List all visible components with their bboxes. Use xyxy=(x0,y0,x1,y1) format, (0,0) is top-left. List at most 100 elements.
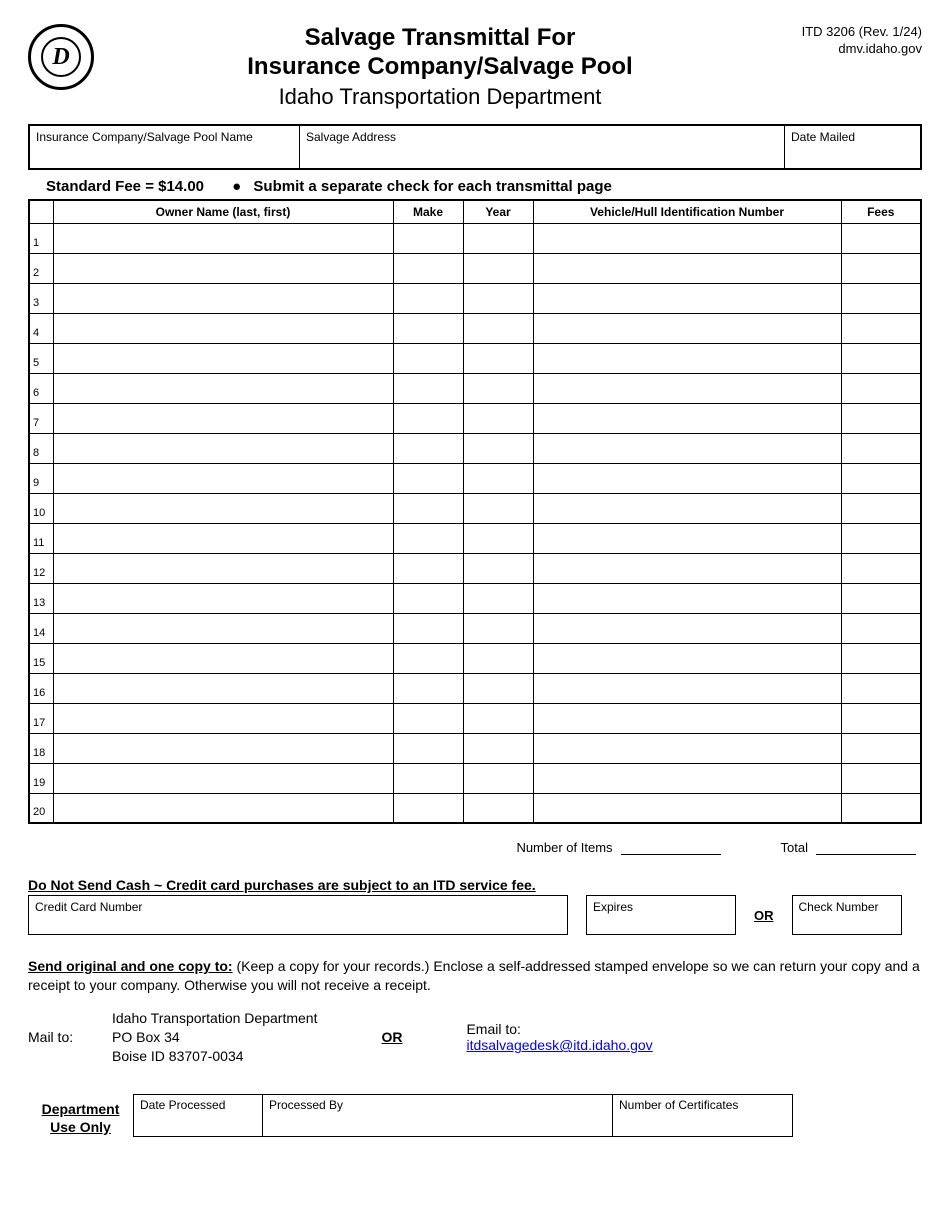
cell-make[interactable] xyxy=(393,373,463,403)
cell-year[interactable] xyxy=(463,343,533,373)
cell-make[interactable] xyxy=(393,223,463,253)
cell-owner[interactable] xyxy=(53,253,393,283)
cell-make[interactable] xyxy=(393,643,463,673)
cell-owner[interactable] xyxy=(53,343,393,373)
email-link[interactable]: itdsalvagedesk@itd.idaho.gov xyxy=(466,1037,652,1053)
cell-owner[interactable] xyxy=(53,493,393,523)
cell-owner[interactable] xyxy=(53,703,393,733)
cell-owner[interactable] xyxy=(53,523,393,553)
cell-owner[interactable] xyxy=(53,583,393,613)
company-name-field[interactable]: Insurance Company/Salvage Pool Name xyxy=(30,126,300,168)
cell-owner[interactable] xyxy=(53,643,393,673)
cell-fees[interactable] xyxy=(841,433,921,463)
cell-fees[interactable] xyxy=(841,343,921,373)
cell-make[interactable] xyxy=(393,523,463,553)
credit-card-field[interactable]: Credit Card Number xyxy=(28,895,568,935)
cell-vin[interactable] xyxy=(533,283,841,313)
cell-vin[interactable] xyxy=(533,643,841,673)
cell-vin[interactable] xyxy=(533,373,841,403)
expires-field[interactable]: Expires xyxy=(586,895,736,935)
cell-make[interactable] xyxy=(393,703,463,733)
cell-vin[interactable] xyxy=(533,223,841,253)
cell-vin[interactable] xyxy=(533,523,841,553)
check-number-field[interactable]: Check Number xyxy=(792,895,902,935)
cell-make[interactable] xyxy=(393,403,463,433)
cell-fees[interactable] xyxy=(841,643,921,673)
cell-make[interactable] xyxy=(393,733,463,763)
cell-year[interactable] xyxy=(463,733,533,763)
cell-year[interactable] xyxy=(463,643,533,673)
cell-year[interactable] xyxy=(463,583,533,613)
cell-vin[interactable] xyxy=(533,493,841,523)
cell-fees[interactable] xyxy=(841,403,921,433)
cell-vin[interactable] xyxy=(533,403,841,433)
cell-make[interactable] xyxy=(393,673,463,703)
cell-year[interactable] xyxy=(463,763,533,793)
cell-fees[interactable] xyxy=(841,253,921,283)
cell-owner[interactable] xyxy=(53,733,393,763)
processed-by-field[interactable]: Processed By xyxy=(263,1094,613,1137)
date-mailed-field[interactable]: Date Mailed xyxy=(785,126,920,168)
date-processed-field[interactable]: Date Processed xyxy=(133,1094,263,1137)
cell-owner[interactable] xyxy=(53,283,393,313)
cell-year[interactable] xyxy=(463,253,533,283)
cell-owner[interactable] xyxy=(53,373,393,403)
cell-fees[interactable] xyxy=(841,583,921,613)
cell-make[interactable] xyxy=(393,493,463,523)
cell-vin[interactable] xyxy=(533,703,841,733)
cell-owner[interactable] xyxy=(53,313,393,343)
cell-year[interactable] xyxy=(463,703,533,733)
cell-fees[interactable] xyxy=(841,553,921,583)
cell-owner[interactable] xyxy=(53,763,393,793)
cell-year[interactable] xyxy=(463,403,533,433)
cell-fees[interactable] xyxy=(841,613,921,643)
cell-fees[interactable] xyxy=(841,733,921,763)
cell-year[interactable] xyxy=(463,793,533,823)
cell-year[interactable] xyxy=(463,553,533,583)
cell-owner[interactable] xyxy=(53,793,393,823)
cell-year[interactable] xyxy=(463,613,533,643)
cell-fees[interactable] xyxy=(841,313,921,343)
cell-year[interactable] xyxy=(463,493,533,523)
total-input[interactable] xyxy=(816,841,916,855)
cell-make[interactable] xyxy=(393,313,463,343)
cell-fees[interactable] xyxy=(841,283,921,313)
cell-fees[interactable] xyxy=(841,523,921,553)
cell-vin[interactable] xyxy=(533,613,841,643)
cell-vin[interactable] xyxy=(533,343,841,373)
cell-year[interactable] xyxy=(463,523,533,553)
salvage-address-field[interactable]: Salvage Address xyxy=(300,126,785,168)
num-certs-field[interactable]: Number of Certificates xyxy=(613,1094,793,1137)
cell-owner[interactable] xyxy=(53,223,393,253)
cell-year[interactable] xyxy=(463,433,533,463)
cell-year[interactable] xyxy=(463,283,533,313)
cell-year[interactable] xyxy=(463,223,533,253)
cell-make[interactable] xyxy=(393,463,463,493)
cell-owner[interactable] xyxy=(53,463,393,493)
cell-fees[interactable] xyxy=(841,703,921,733)
cell-year[interactable] xyxy=(463,313,533,343)
cell-year[interactable] xyxy=(463,673,533,703)
cell-vin[interactable] xyxy=(533,553,841,583)
cell-fees[interactable] xyxy=(841,223,921,253)
cell-make[interactable] xyxy=(393,793,463,823)
cell-fees[interactable] xyxy=(841,373,921,403)
cell-make[interactable] xyxy=(393,343,463,373)
cell-vin[interactable] xyxy=(533,673,841,703)
cell-fees[interactable] xyxy=(841,763,921,793)
cell-vin[interactable] xyxy=(533,733,841,763)
cell-make[interactable] xyxy=(393,583,463,613)
cell-vin[interactable] xyxy=(533,793,841,823)
cell-owner[interactable] xyxy=(53,613,393,643)
cell-make[interactable] xyxy=(393,253,463,283)
num-items-input[interactable] xyxy=(621,841,721,855)
cell-make[interactable] xyxy=(393,763,463,793)
cell-owner[interactable] xyxy=(53,553,393,583)
cell-year[interactable] xyxy=(463,463,533,493)
cell-make[interactable] xyxy=(393,283,463,313)
cell-vin[interactable] xyxy=(533,763,841,793)
cell-fees[interactable] xyxy=(841,793,921,823)
cell-fees[interactable] xyxy=(841,493,921,523)
cell-vin[interactable] xyxy=(533,433,841,463)
cell-make[interactable] xyxy=(393,553,463,583)
